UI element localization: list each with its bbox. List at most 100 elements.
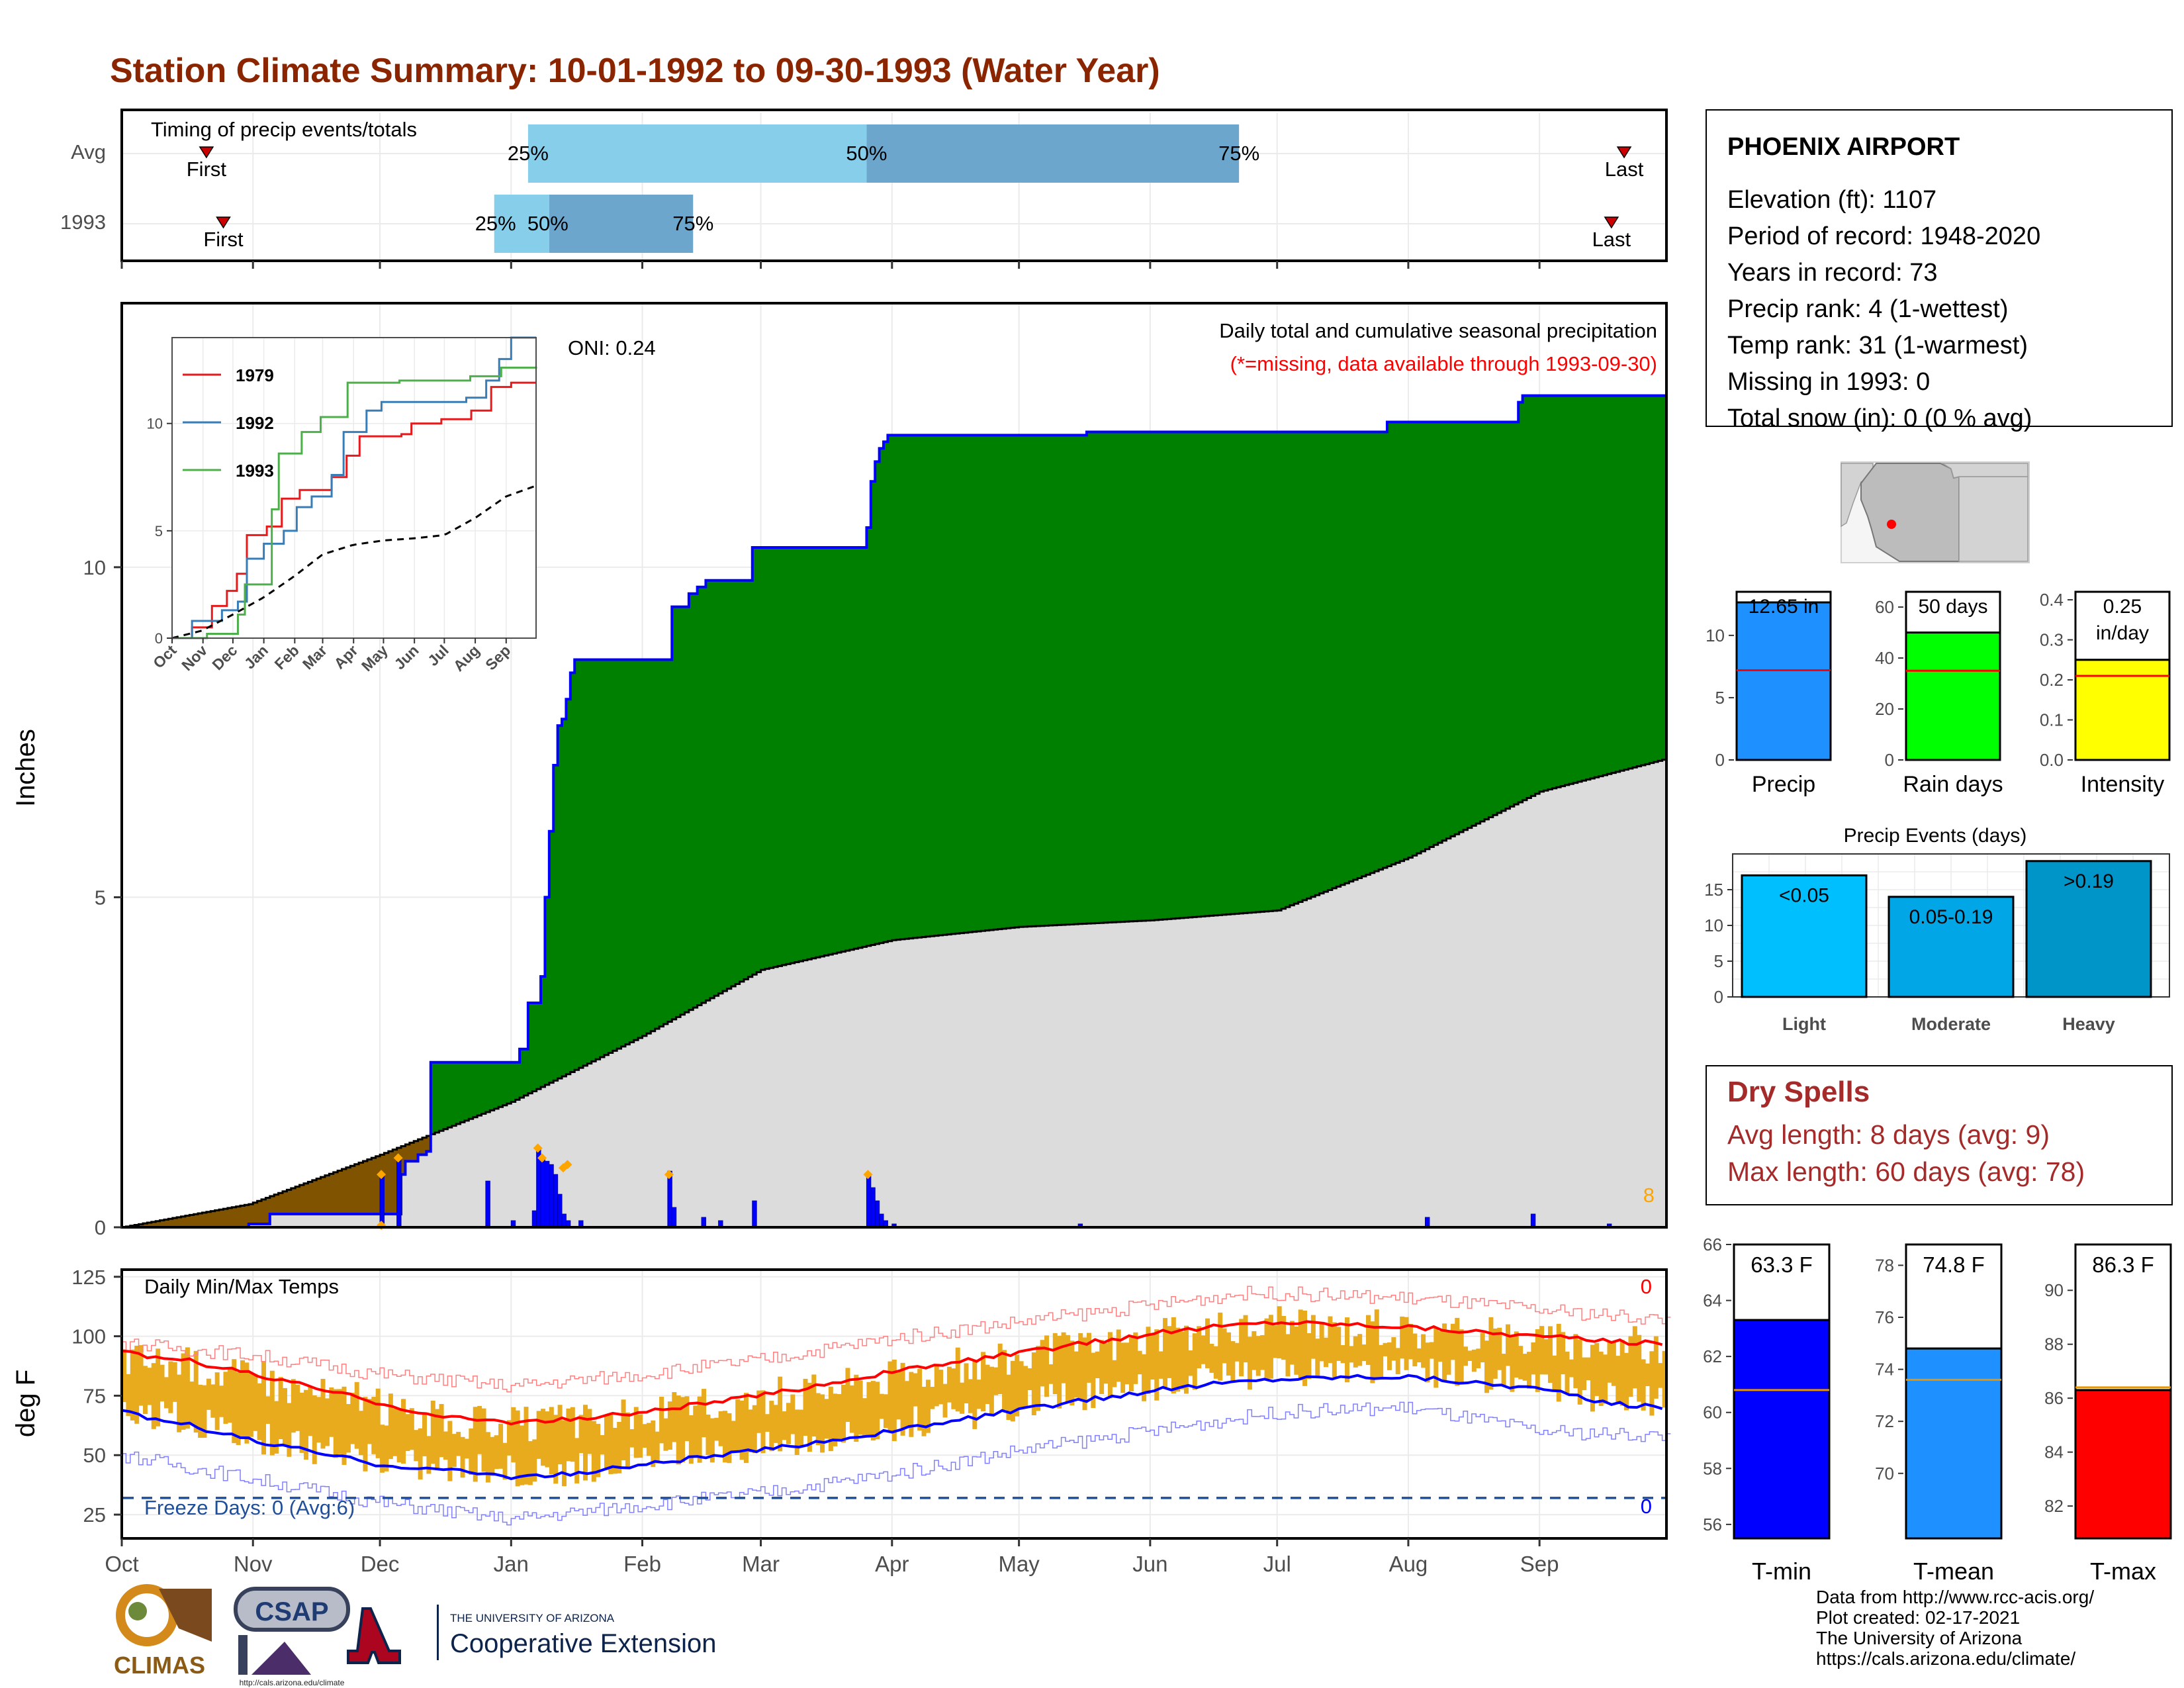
- daily-temp-bar: [723, 1411, 728, 1463]
- cumulative-deficit-area: [122, 1062, 431, 1227]
- timing-bar-25-50: [527, 124, 867, 183]
- heavy-event-marker: [863, 1170, 873, 1180]
- daily-temp-bar: [1492, 1328, 1498, 1379]
- daily-temp-bar: [884, 1394, 889, 1429]
- events-bar: [2025, 860, 2152, 998]
- tmin-bar-tick-label: 58: [1703, 1458, 1722, 1478]
- daily-temp-bar: [604, 1415, 609, 1470]
- month-tick-label: Apr: [875, 1552, 909, 1576]
- daily-temp-bar: [858, 1380, 863, 1435]
- daily-temp-bar: [1506, 1324, 1511, 1366]
- daily-temp-bar: [430, 1400, 435, 1464]
- tmax-bar-value-box: [2074, 1243, 2172, 1391]
- daily-temp-bar: [1103, 1342, 1109, 1384]
- daily-temp-bar: [1315, 1338, 1320, 1378]
- daily-temp-bar: [1649, 1351, 1655, 1416]
- csap-url: http://cals.arizona.edu/climate: [240, 1678, 345, 1687]
- tmean-bar-tick-label: 70: [1875, 1464, 1894, 1483]
- daily-temp-bar: [333, 1389, 338, 1458]
- daily-temp-bar: [1547, 1326, 1553, 1383]
- daily-temp-bar: [172, 1362, 177, 1402]
- daily-temp-bar: [490, 1436, 495, 1476]
- intensity-mini-tick-label: 0.4: [2040, 590, 2064, 610]
- daily-temp-bar: [972, 1360, 978, 1429]
- inset-ytick-label: 10: [147, 416, 163, 432]
- daily-temp-bar: [697, 1396, 702, 1463]
- daily-temp-bar: [714, 1417, 719, 1441]
- daily-temp-bar: [1619, 1340, 1625, 1406]
- daily-temp-bar: [562, 1420, 567, 1487]
- daily-temp-bar: [1488, 1317, 1494, 1390]
- csap-cloud-icon: [234, 1587, 350, 1632]
- daily-temp-bar: [680, 1397, 686, 1462]
- daily-temp-bar: [1518, 1346, 1524, 1380]
- daily-temp-bar: [655, 1431, 660, 1464]
- daily-temp-bar: [663, 1418, 668, 1451]
- record-max-temp-line: [122, 1286, 1671, 1393]
- daily-temp-bar: [778, 1376, 783, 1452]
- inset-average-line: [171, 485, 537, 639]
- daily-temp-bar: [968, 1379, 973, 1413]
- raindays-mini-label: Rain days: [1903, 772, 2003, 797]
- daily-temp-bar: [1641, 1359, 1646, 1411]
- daily-temp-bar: [1302, 1310, 1308, 1386]
- daily-temp-bar: [549, 1407, 554, 1475]
- daily-temp-bar: [1124, 1342, 1130, 1385]
- daily-temp-bar: [261, 1361, 267, 1455]
- daily-temp-bar: [299, 1392, 304, 1453]
- daily-temp-bar: [345, 1404, 351, 1453]
- daily-temp-bar: [553, 1415, 559, 1484]
- daily-temp-bar: [392, 1408, 398, 1456]
- daily-temp-bar: [1048, 1364, 1054, 1384]
- daily-temp-bar: [646, 1423, 651, 1456]
- temp-panel: deg F 25 50 75 100 125 Daily Min/Max Temps F…: [11, 1266, 1671, 1576]
- daily-temp-bar: [727, 1413, 732, 1464]
- daily-temp-bar: [1188, 1350, 1193, 1376]
- daily-temp-bar: [1116, 1329, 1121, 1382]
- daily-temp-bar: [1357, 1334, 1363, 1366]
- credit-line: Data from http://www.rcc-acis.org/: [1816, 1587, 2094, 1607]
- inset-ytick-label: 5: [155, 523, 163, 539]
- daily-temp-bar: [138, 1345, 144, 1406]
- tmin-bar-label: T-min: [1752, 1558, 1811, 1585]
- temp-ytick-label: 125: [71, 1266, 106, 1289]
- tmax-bar-tick-label: 86: [2044, 1388, 2064, 1408]
- daily-temp-bar: [1137, 1350, 1142, 1375]
- daily-precip-bar: [485, 1180, 490, 1228]
- daily-temp-bar: [511, 1407, 516, 1463]
- daily-temp-bar: [760, 1390, 766, 1454]
- daily-temp-bar: [253, 1374, 258, 1431]
- daily-temp-bar: [1201, 1335, 1206, 1364]
- daily-temp-bar: [469, 1428, 474, 1476]
- csap-bars-icon: [238, 1635, 248, 1675]
- daily-temp-bar: [1370, 1321, 1375, 1383]
- intensity-mini-value-label: in/day: [2096, 622, 2149, 644]
- daily-temp-bar: [1632, 1326, 1637, 1389]
- daily-temp-bar: [1247, 1336, 1252, 1390]
- daily-temp-bar: [396, 1408, 402, 1463]
- events-category-label: Light: [1782, 1014, 1826, 1034]
- daily-temp-bar: [676, 1395, 681, 1465]
- daily-temp-bar: [1044, 1335, 1049, 1397]
- daily-temp-bar: [1340, 1344, 1345, 1364]
- daily-temp-bar: [1277, 1306, 1282, 1359]
- daily-temp-bar: [1230, 1341, 1236, 1383]
- daily-temp-bar: [638, 1414, 643, 1458]
- events-bar: [1888, 896, 2015, 998]
- daily-temp-bar: [612, 1427, 617, 1474]
- month-tick-label: Nov: [234, 1552, 273, 1576]
- daily-temp-bar: [1658, 1363, 1663, 1388]
- daily-temp-bar: [786, 1403, 791, 1444]
- daily-temp-bar: [1628, 1336, 1633, 1397]
- daily-temp-bar: [278, 1377, 283, 1440]
- daily-temp-bar: [591, 1421, 596, 1482]
- daily-temp-bar: [1463, 1346, 1469, 1366]
- tmin-bar-bar: [1733, 1319, 1831, 1540]
- daily-temp-bar: [163, 1377, 169, 1409]
- month-tick-label: Sep: [1520, 1552, 1559, 1576]
- daily-temp-bar: [1133, 1332, 1138, 1384]
- daily-temp-bar: [515, 1410, 520, 1487]
- daily-temp-bar: [181, 1353, 186, 1430]
- timing-last-marker: [1604, 216, 1619, 229]
- daily-temp-bar: [773, 1405, 778, 1443]
